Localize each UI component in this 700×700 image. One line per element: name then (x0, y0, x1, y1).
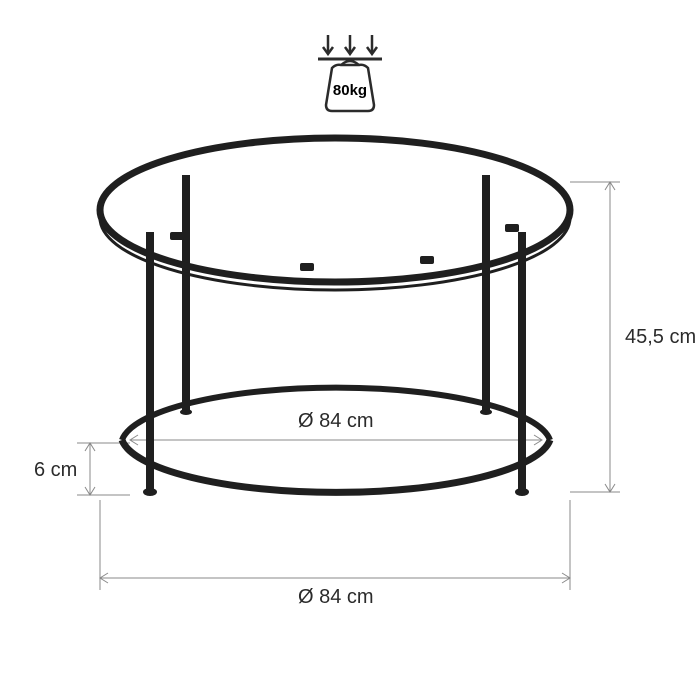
table-illustration (100, 138, 570, 496)
clearance-dimension-label: 6 cm (34, 459, 77, 482)
inner-diameter-label: Ø 84 cm (298, 410, 374, 433)
weight-label: 80kg (333, 82, 367, 99)
product-dimension-diagram: 80kg (0, 0, 700, 700)
weight-icon: 80kg (318, 35, 382, 111)
height-dimension-label: 45,5 cm (625, 326, 696, 349)
table-top (100, 138, 570, 282)
outer-diameter-label: Ø 84 cm (298, 586, 374, 609)
